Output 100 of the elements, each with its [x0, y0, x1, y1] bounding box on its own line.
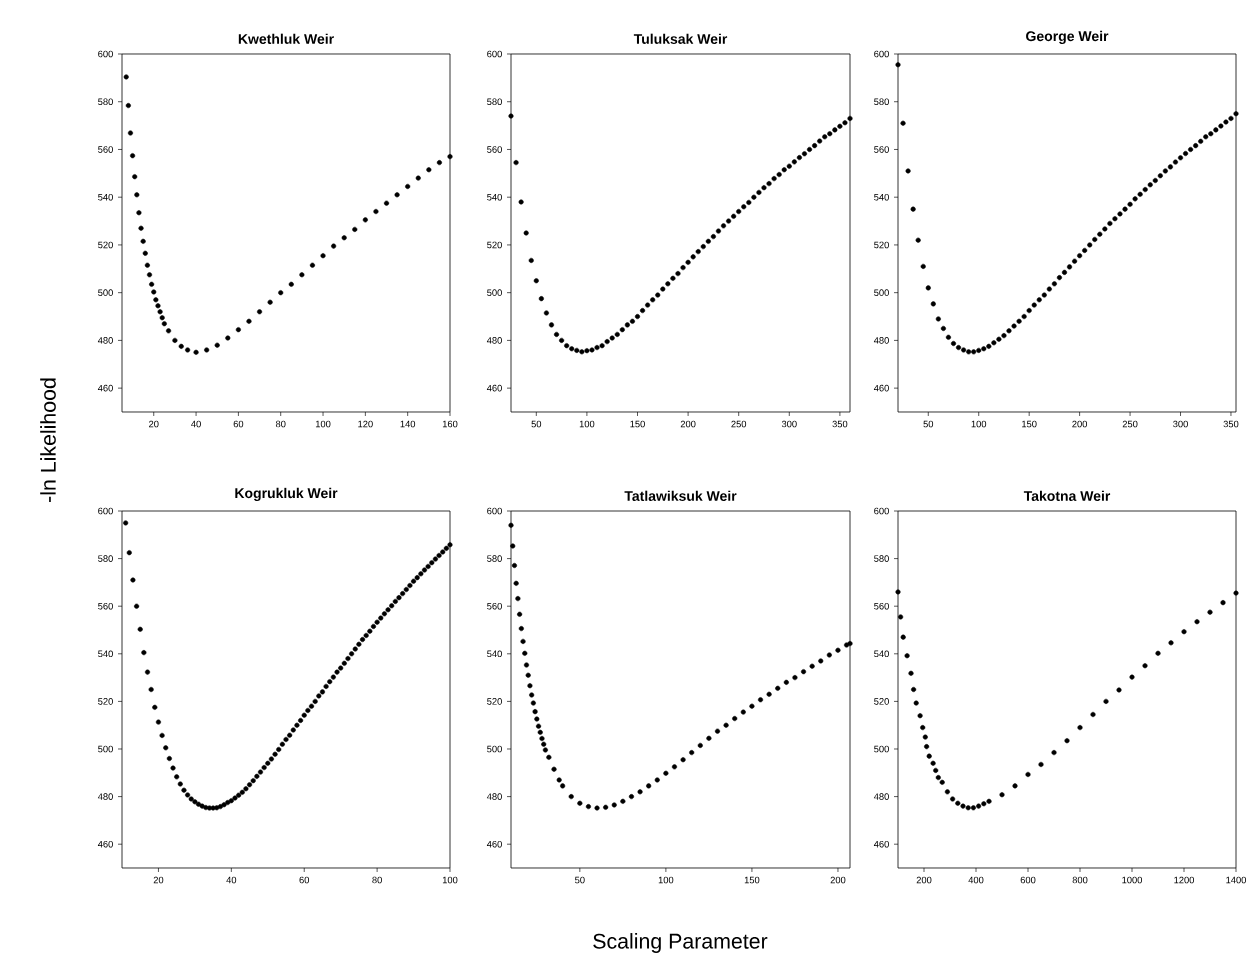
point	[792, 675, 798, 681]
point	[415, 175, 421, 181]
x-tick-label: 100	[971, 420, 987, 428]
point	[267, 299, 273, 305]
y-tick-label: 500	[98, 289, 113, 296]
y-tick-label: 540	[98, 193, 113, 201]
x-tick-label: 40	[226, 876, 237, 884]
y-tick-label: 480	[873, 337, 889, 344]
chart-title: Tuluksak Weir	[633, 33, 728, 44]
y-tick-label: 600	[487, 507, 502, 515]
x-tick-label: 350	[832, 420, 848, 428]
point	[671, 764, 678, 770]
y-tick-label: 460	[486, 384, 502, 392]
point	[926, 753, 932, 759]
point	[447, 154, 453, 160]
x-tick-label: 200	[916, 876, 932, 884]
point	[620, 798, 626, 804]
y-tick-label: 560	[487, 146, 502, 153]
point	[225, 335, 231, 341]
point	[130, 153, 136, 159]
point	[149, 281, 155, 287]
point	[537, 729, 543, 735]
point	[320, 253, 326, 259]
x-axis-title: Scaling Parameter	[593, 933, 768, 953]
point	[159, 315, 165, 321]
point	[663, 770, 669, 776]
x-tick-label: 600	[1020, 876, 1036, 884]
point	[922, 734, 928, 740]
y-tick-label: 540	[874, 650, 889, 658]
point	[895, 589, 901, 595]
point	[577, 800, 583, 806]
point	[981, 801, 987, 807]
y-tick-label: 560	[98, 602, 113, 610]
point	[288, 281, 294, 287]
point	[508, 522, 514, 528]
point	[646, 783, 652, 789]
chart-title: Takotna Weir	[1023, 490, 1111, 501]
y-tick-label: 480	[97, 337, 113, 344]
y-tick-label: 480	[97, 793, 113, 800]
point	[933, 767, 939, 773]
x-tick-label: 800	[1072, 876, 1088, 884]
point	[1207, 609, 1213, 615]
x-tick-label: 20	[153, 876, 164, 884]
y-tick-label: 480	[486, 337, 502, 344]
y-tick-label: 600	[487, 50, 502, 58]
point	[523, 662, 530, 668]
x-tick-label: 1000	[1122, 876, 1143, 884]
x-tick-label: 300	[781, 420, 797, 428]
point	[138, 225, 144, 231]
point	[560, 783, 566, 789]
point	[960, 803, 966, 809]
point	[611, 802, 617, 808]
point	[826, 652, 832, 658]
x-tick-label: 200	[830, 876, 846, 884]
point	[541, 741, 547, 747]
point	[546, 754, 552, 760]
point	[178, 343, 184, 349]
point	[155, 303, 161, 309]
point	[1142, 663, 1148, 669]
point	[766, 691, 772, 697]
point	[214, 342, 220, 348]
point	[257, 309, 263, 315]
point	[835, 647, 841, 653]
x-tick-label: 150	[630, 420, 645, 428]
point	[299, 272, 305, 278]
y-tick-label: 460	[873, 840, 889, 848]
point	[193, 349, 199, 355]
point	[123, 74, 129, 80]
x-tick-label: 140	[400, 420, 416, 428]
y-tick-label: 460	[873, 384, 889, 392]
point	[1077, 725, 1083, 731]
y-tick-label: 540	[874, 193, 889, 201]
point	[341, 235, 347, 241]
y-tick-label: 520	[98, 698, 113, 705]
point	[383, 200, 390, 206]
y-tick-label: 580	[487, 98, 502, 106]
point	[654, 777, 660, 783]
point	[585, 804, 591, 810]
point	[1038, 761, 1044, 768]
point	[568, 794, 574, 800]
point	[986, 798, 992, 804]
point	[603, 804, 609, 810]
point	[723, 722, 729, 728]
point	[527, 683, 533, 689]
x-tick-label: 20	[149, 420, 159, 428]
point	[913, 700, 919, 706]
point	[935, 775, 941, 781]
y-tick-label: 520	[874, 698, 889, 705]
point	[1051, 750, 1057, 756]
point	[930, 760, 936, 766]
point	[127, 130, 133, 136]
point	[809, 663, 815, 669]
x-tick-label: 250	[1122, 420, 1138, 428]
point	[525, 672, 531, 678]
x-tick-label: 150	[744, 876, 760, 884]
point	[515, 596, 521, 602]
y-tick-label: 600	[874, 507, 889, 515]
point	[140, 238, 146, 244]
point	[818, 658, 824, 664]
point	[900, 634, 906, 640]
